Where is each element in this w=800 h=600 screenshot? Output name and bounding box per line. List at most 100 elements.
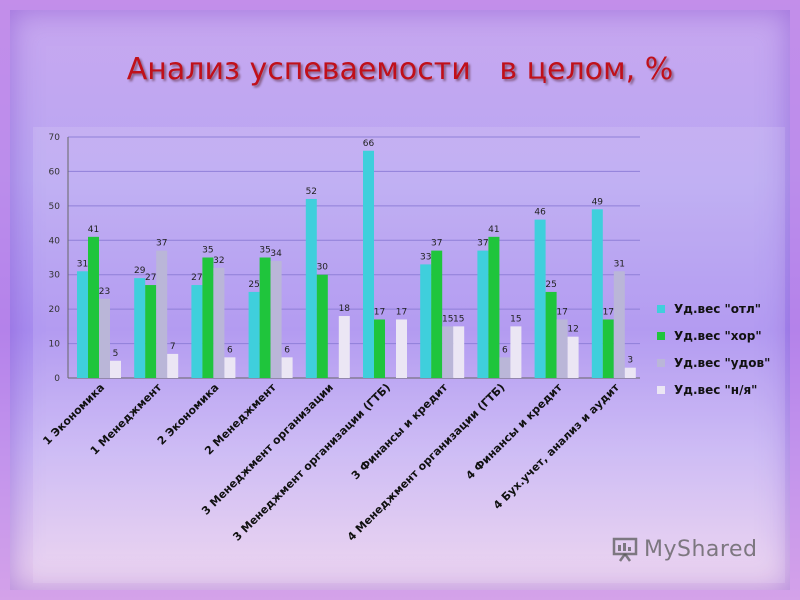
data-label: 3 [627, 356, 633, 366]
data-label: 41 [488, 225, 499, 235]
bar [602, 319, 614, 378]
legend-swatch [657, 332, 665, 340]
data-label: 18 [339, 304, 351, 314]
data-label: 15 [442, 314, 453, 324]
data-label: 17 [556, 307, 567, 317]
bar [613, 271, 625, 378]
data-label: 31 [77, 259, 88, 269]
data-label: 12 [567, 325, 578, 335]
data-label: 37 [431, 239, 442, 249]
bar [99, 298, 110, 378]
bar [156, 250, 168, 378]
bar [545, 291, 557, 378]
data-label: 37 [477, 239, 488, 249]
data-label: 31 [614, 259, 625, 269]
legend-swatch [657, 305, 665, 313]
data-label: 23 [99, 287, 110, 297]
data-label: 34 [270, 249, 282, 259]
bar [248, 291, 260, 378]
bar [534, 219, 546, 378]
data-label: 15 [453, 314, 464, 324]
data-label: 46 [534, 208, 546, 218]
y-tick-label: 10 [49, 340, 61, 350]
bar [316, 274, 328, 378]
bar [145, 285, 157, 378]
bar [431, 250, 443, 378]
legend-label: Уд.вес "отл" [674, 302, 761, 316]
bar [213, 267, 225, 378]
bar [338, 316, 350, 378]
legend: Уд.вес "отл" Уд.вес "хор" Уд.вес "удов" Уд.… [657, 302, 770, 397]
data-label: 27 [191, 273, 202, 283]
y-tick-label: 70 [49, 133, 61, 143]
bar [624, 367, 636, 378]
presentation-board-icon [612, 537, 638, 562]
bar [305, 198, 317, 378]
bar [167, 353, 179, 378]
data-label: 17 [396, 307, 407, 317]
bar [374, 319, 385, 378]
data-label: 49 [592, 197, 604, 207]
bar [442, 326, 454, 378]
data-label: 66 [363, 139, 375, 149]
data-label: 17 [374, 307, 385, 317]
data-label: 7 [170, 342, 176, 352]
data-label: 15 [510, 314, 521, 324]
data-label: 32 [213, 256, 224, 266]
data-label: 30 [317, 263, 329, 273]
y-tick-label: 30 [49, 271, 61, 281]
bar [224, 357, 236, 378]
bar [88, 236, 99, 378]
bar [567, 336, 579, 378]
bar [77, 271, 88, 378]
data-label: 41 [88, 225, 99, 235]
legend-label: Уд.вес "н/я" [674, 383, 757, 397]
bar [110, 360, 121, 378]
bar [556, 319, 568, 378]
data-label: 25 [248, 280, 259, 290]
data-label: 25 [545, 280, 556, 290]
data-label: 37 [156, 239, 167, 249]
legend-swatch [657, 386, 665, 394]
data-label: 29 [134, 266, 146, 276]
bar [396, 319, 407, 378]
data-label: 6 [227, 345, 233, 355]
bar [191, 285, 203, 378]
data-label: 52 [306, 187, 317, 197]
watermark: MyShared [612, 536, 757, 562]
data-label: 6 [284, 345, 290, 355]
bar [510, 326, 522, 378]
y-tick-label: 50 [49, 202, 61, 212]
legend-label: Уд.вес "хор" [674, 329, 762, 343]
slide-title: Анализ успеваемости в целом, % [126, 52, 674, 87]
bar [591, 209, 603, 378]
data-label: 17 [603, 307, 614, 317]
legend-label: Уд.вес "удов" [674, 356, 770, 370]
data-label: 6 [502, 345, 508, 355]
bar [202, 257, 214, 378]
data-label: 35 [259, 246, 270, 256]
bar [499, 357, 511, 378]
data-label: 33 [420, 252, 431, 262]
watermark-text: MyShared [644, 536, 758, 562]
bar [134, 278, 146, 378]
bar [477, 250, 489, 378]
bar [281, 357, 293, 378]
y-tick-label: 60 [49, 167, 61, 177]
bar [259, 257, 271, 378]
y-tick-label: 20 [49, 305, 61, 315]
bar [488, 236, 500, 378]
bar [453, 326, 465, 378]
data-label: 5 [113, 349, 119, 359]
data-label: 27 [145, 273, 156, 283]
bar [270, 260, 282, 378]
legend-swatch [657, 359, 665, 367]
y-tick-label: 40 [49, 236, 61, 246]
bar [363, 150, 374, 378]
y-tick-label: 0 [54, 374, 60, 384]
data-label: 35 [202, 246, 213, 256]
bar [420, 264, 432, 378]
